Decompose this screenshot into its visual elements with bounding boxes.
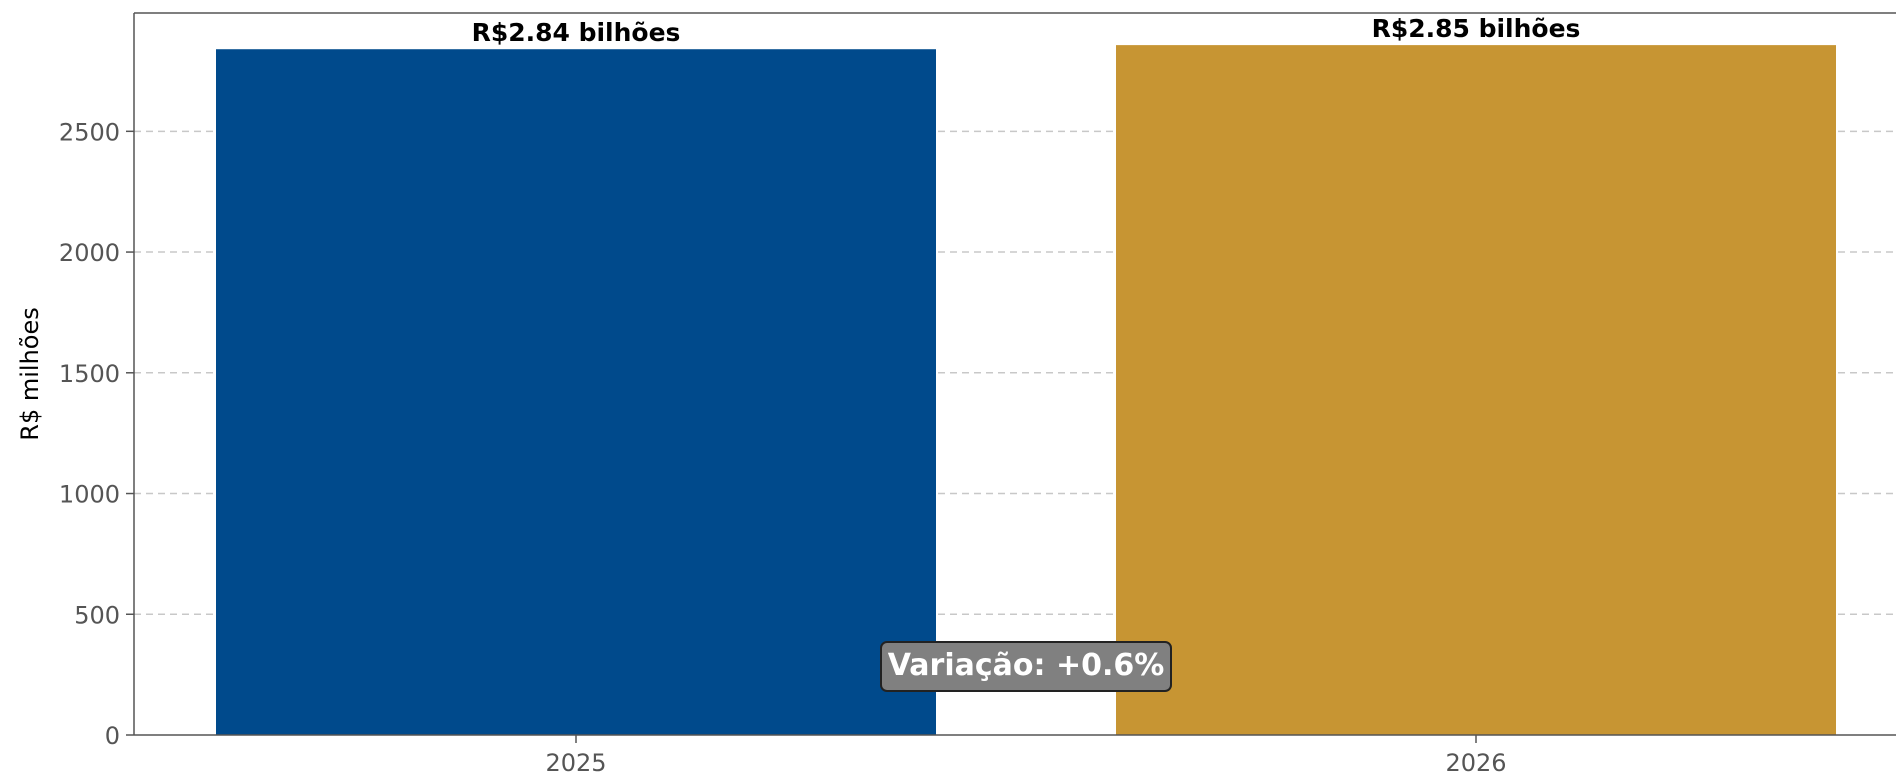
variation-annotation: Variação: +0.6%	[880, 641, 1172, 692]
bar-2026	[1116, 45, 1836, 735]
x-ticks: 2025 2026	[545, 735, 1507, 774]
value-labels: R$2.84 bilhões R$2.85 bilhões	[472, 14, 1581, 47]
y-tick-label-500: 500	[74, 601, 120, 629]
y-tick-label-0: 0	[105, 722, 120, 750]
value-label-2026: R$2.85 bilhões	[1372, 14, 1581, 43]
bar-2025	[216, 49, 936, 735]
value-label-2025: R$2.84 bilhões	[472, 18, 681, 47]
y-tick-label-1000: 1000	[59, 481, 120, 509]
y-tick-label-2000: 2000	[59, 239, 120, 267]
y-tick-label-2500: 2500	[59, 118, 120, 146]
annotation-text: Variação: +0.6%	[888, 648, 1165, 683]
y-tick-label-1500: 1500	[59, 360, 120, 388]
y-ticks: 0 500 1000 1500 2000 2500	[59, 118, 134, 750]
annotation-box	[880, 641, 1172, 692]
x-tick-label-2026: 2026	[1445, 749, 1506, 774]
y-axis-title: R$ milhões	[16, 307, 44, 440]
bars	[216, 45, 1836, 735]
x-tick-label-2025: 2025	[545, 749, 606, 774]
